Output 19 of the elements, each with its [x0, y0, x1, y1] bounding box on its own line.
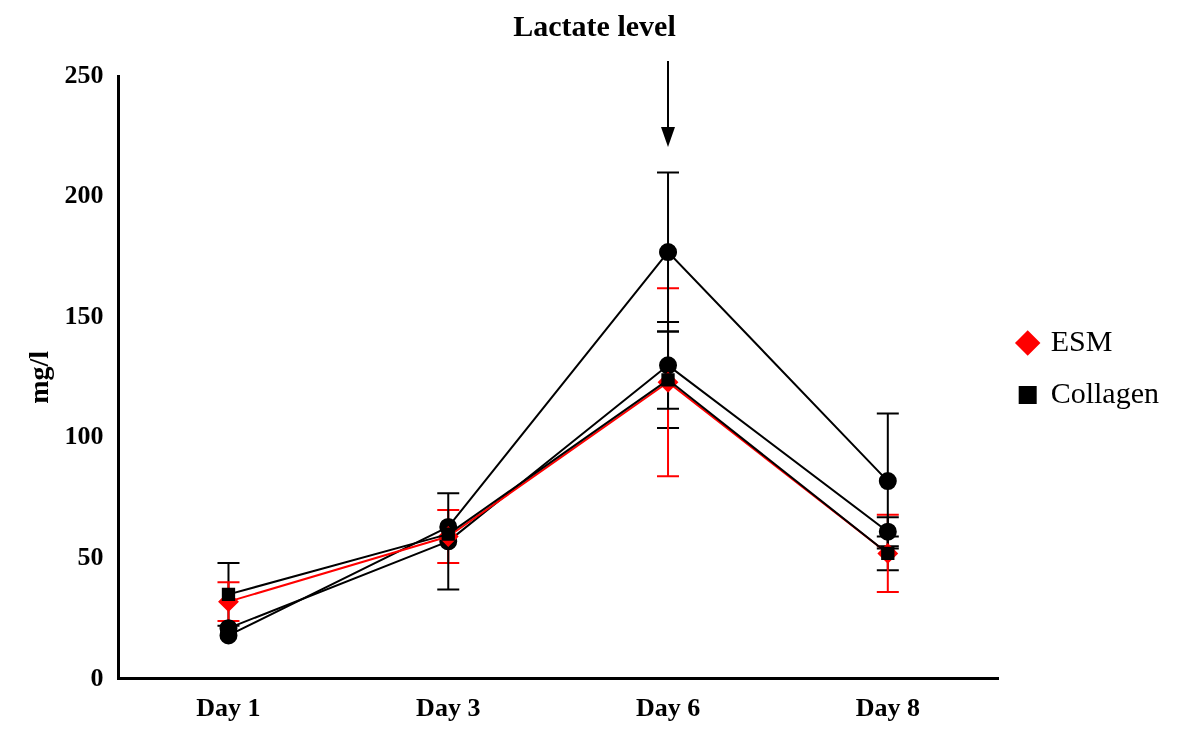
x-tick-label: Day 6 — [635, 693, 701, 723]
chart-title: Lactate level — [513, 8, 676, 42]
y-tick-label: 200 — [64, 180, 104, 210]
point — [659, 356, 678, 375]
y-tick-label: 50 — [77, 541, 104, 571]
point — [659, 243, 678, 262]
y-axis-title: mg/l — [23, 350, 55, 404]
point — [878, 522, 897, 541]
x-tick-label: Day 1 — [196, 693, 261, 723]
y-tick-label: 100 — [64, 421, 104, 451]
y-tick-label: 0 — [90, 662, 104, 692]
x-tick-label: Day 3 — [416, 693, 481, 723]
x-tick-label: Day 8 — [855, 693, 920, 723]
legend-label: ESM — [1050, 323, 1113, 357]
point — [878, 472, 897, 491]
y-tick-label: 250 — [64, 59, 104, 89]
legend-label: Collagen — [1050, 375, 1159, 409]
point — [221, 587, 236, 602]
y-tick-label: 150 — [64, 300, 104, 330]
